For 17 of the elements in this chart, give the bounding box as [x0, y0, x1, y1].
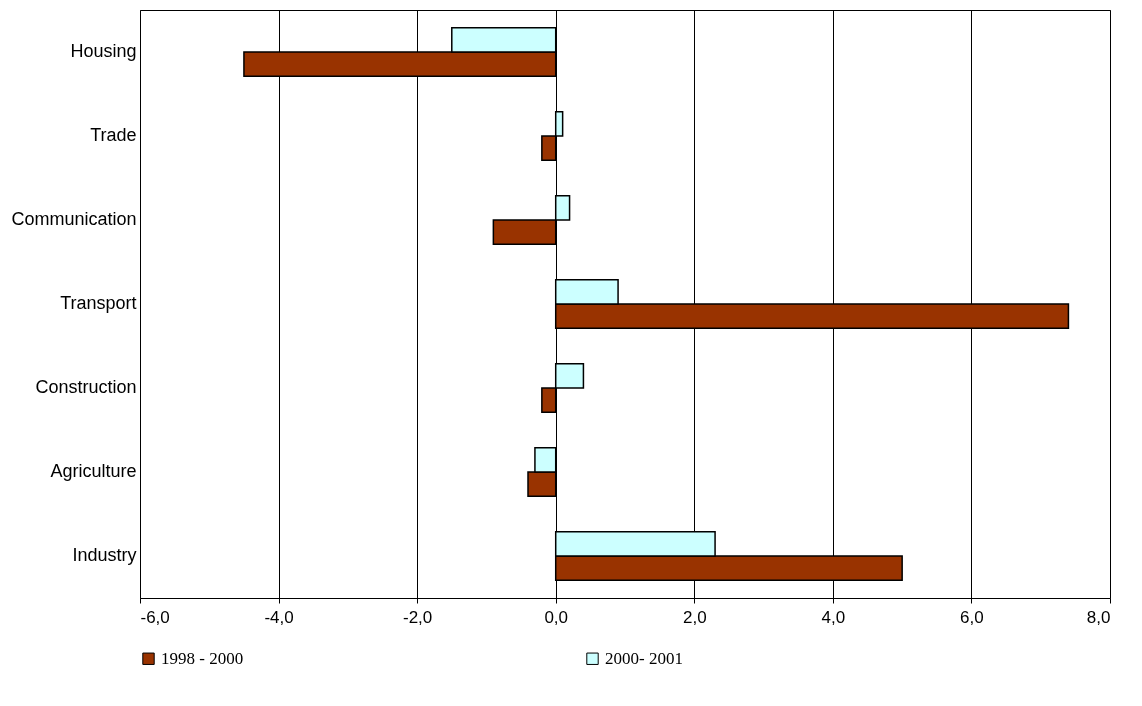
- y-tick-label: Communication: [11, 209, 137, 229]
- y-tick-label: Agriculture: [50, 461, 137, 481]
- x-tick-label: 2,0: [682, 607, 707, 627]
- legend-label: 1998 - 2000: [161, 648, 244, 668]
- y-tick-label: Construction: [35, 377, 137, 397]
- y-tick-label: Trade: [90, 125, 137, 145]
- x-tick-label: 0,0: [544, 607, 569, 627]
- y-tick-label: Housing: [70, 41, 137, 61]
- x-tick-label: -6,0: [140, 607, 170, 627]
- x-tick-label: 8,0: [1086, 607, 1111, 627]
- x-tick-label: -4,0: [264, 607, 294, 627]
- legend-label: 2000- 2001: [605, 648, 683, 668]
- y-tick-label: Industry: [72, 545, 137, 565]
- x-tick-label: -2,0: [402, 607, 433, 627]
- x-tick-label: 6,0: [960, 607, 984, 627]
- x-tick-label: 4,0: [821, 607, 846, 627]
- y-tick-label: Transport: [60, 293, 137, 313]
